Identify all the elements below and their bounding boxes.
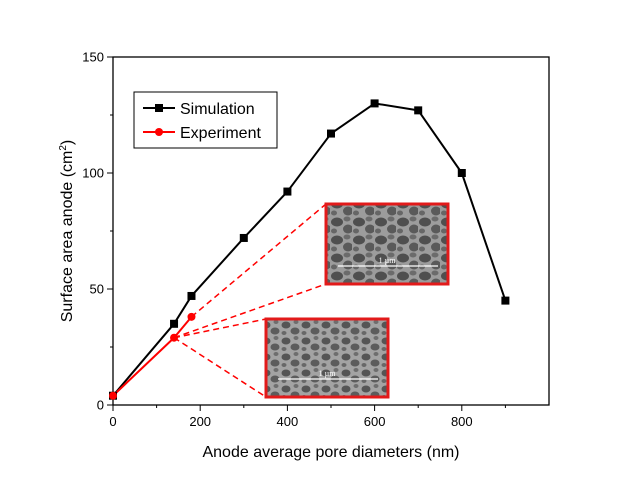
y-tick-label: 150 xyxy=(82,50,104,65)
data-point-simulation xyxy=(283,187,292,196)
data-point-experiment xyxy=(170,333,179,342)
data-point-experiment xyxy=(109,391,117,400)
axis-ticks: 0 200 400 600 800 0 50 100 150 xyxy=(82,50,506,429)
y-tick-label: 0 xyxy=(97,398,104,413)
x-tick-label: 0 xyxy=(109,414,116,429)
y-tick-label: 50 xyxy=(90,282,104,297)
data-point-simulation xyxy=(501,296,510,305)
legend-marker-simulation xyxy=(155,104,163,112)
data-point-experiment xyxy=(187,312,196,321)
data-point-simulation xyxy=(414,106,423,115)
inset-scale-label: 1 µm xyxy=(319,369,337,378)
legend-label-experiment: Experiment xyxy=(180,125,261,142)
data-point-simulation xyxy=(239,233,248,242)
series-markers xyxy=(109,99,510,400)
x-tick-label: 600 xyxy=(364,414,386,429)
sem-inset-upper xyxy=(324,202,450,286)
data-point-simulation xyxy=(457,169,466,177)
inset-leader-line xyxy=(173,283,327,339)
data-point-simulation xyxy=(370,99,379,108)
sem-insets: 1 µm 1 µm xyxy=(173,202,450,399)
x-axis-title: Anode average pore diameters (nm) xyxy=(202,444,459,461)
legend-marker-experiment xyxy=(155,128,163,136)
series-line-experiment xyxy=(112,316,193,397)
y-axis-title-close: ) xyxy=(59,140,76,145)
sem-inset-lower xyxy=(264,317,390,399)
legend-box xyxy=(133,91,278,149)
data-point-simulation xyxy=(170,319,179,328)
x-tick-label: 200 xyxy=(189,414,211,429)
inset-scale-label: 1 µm xyxy=(379,256,397,265)
data-point-simulation xyxy=(327,129,335,138)
y-axis-title-superscript: 2 xyxy=(58,145,69,151)
series-line-simulation xyxy=(112,102,507,397)
inset-leader-line xyxy=(173,318,267,339)
legend-label-simulation: Simulation xyxy=(180,101,255,118)
y-axis-title: Surface area anode (cm2) xyxy=(58,140,76,323)
legend: Simulation Experiment xyxy=(133,91,278,149)
data-point-simulation xyxy=(187,291,196,300)
y-tick-label: 100 xyxy=(82,166,104,181)
x-tick-label: 400 xyxy=(277,414,299,429)
x-tick-label: 800 xyxy=(451,414,473,429)
inset-leader-line xyxy=(173,337,267,398)
y-axis-title-main: Surface area anode (cm xyxy=(59,151,76,323)
